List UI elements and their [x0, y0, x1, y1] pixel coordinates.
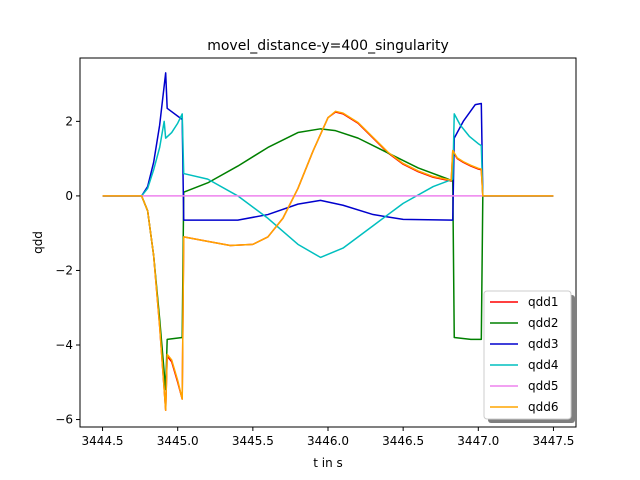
- series-line-qdd6: [102, 110, 554, 411]
- y-tick-label: −6: [55, 413, 73, 427]
- x-axis-label: t in s: [313, 456, 343, 470]
- series-line-qdd3: [102, 72, 554, 221]
- x-axis: 3444.5 3445.0 3445.5 3446.0 3446.5 3447.0 3447…: [82, 427, 574, 448]
- legend-label-qdd5: qdd5: [528, 379, 559, 393]
- legend-label-qdd4: qdd4: [528, 358, 559, 372]
- x-tick-label: 3447.0: [457, 434, 499, 448]
- legend-label-qdd3: qdd3: [528, 337, 559, 351]
- x-tick-label: 3447.5: [532, 434, 574, 448]
- y-axis-label: qdd: [31, 231, 45, 254]
- chart-title: movel_distance-y=400_singularity: [207, 38, 449, 54]
- legend: qdd1 qdd2 qdd3 qdd4 qdd5 qdd6: [483, 290, 575, 423]
- legend-label-qdd6: qdd6: [528, 400, 559, 414]
- y-tick-label: −2: [55, 263, 73, 277]
- x-tick-label: 3446.0: [307, 434, 349, 448]
- x-tick-label: 3446.5: [382, 434, 424, 448]
- y-tick-label: 0: [65, 189, 73, 203]
- series-line-qdd4: [102, 113, 554, 259]
- y-tick-label: −4: [55, 338, 73, 352]
- legend-label-qdd2: qdd2: [528, 316, 559, 330]
- y-axis: −6 −4 −2 0 2: [55, 114, 80, 427]
- x-tick-label: 3444.5: [82, 434, 124, 448]
- x-tick-label: 3445.0: [157, 434, 199, 448]
- series-layer: [102, 72, 554, 411]
- y-tick-label: 2: [65, 114, 73, 128]
- x-tick-label: 3445.5: [232, 434, 274, 448]
- legend-label-qdd1: qdd1: [528, 295, 559, 309]
